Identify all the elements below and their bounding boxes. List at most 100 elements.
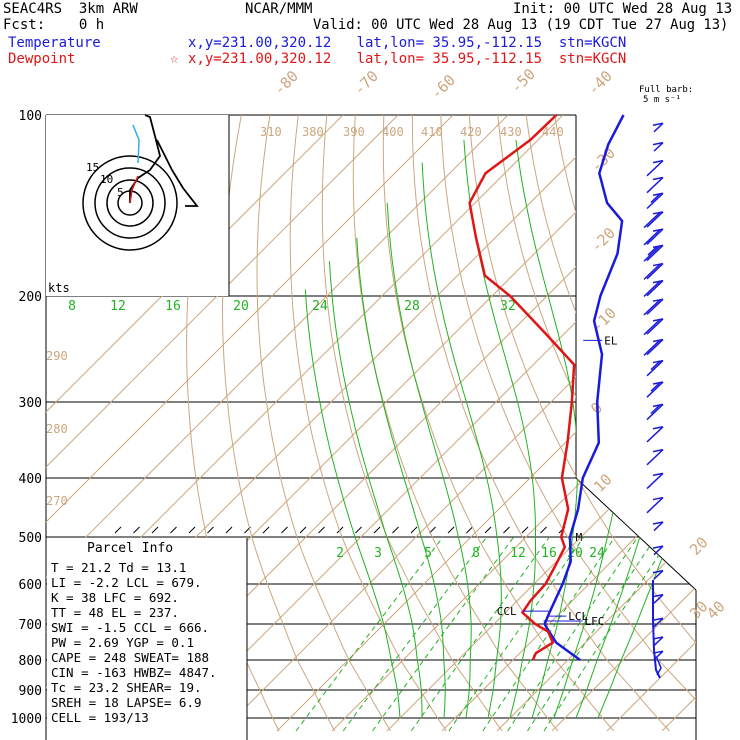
- wind-barb: [652, 318, 664, 322]
- theta-label: 410: [421, 125, 443, 139]
- temperature-legend: Temperature: [8, 35, 101, 51]
- wind-barb: [652, 228, 664, 232]
- wind-barb-flag: [647, 246, 658, 256]
- parcel-info-row: PW = 2.69 YGP = 0.1: [51, 635, 194, 650]
- wind-barb-flag: [646, 381, 664, 398]
- moist-adiabat-line: [304, 289, 401, 719]
- wind-barb-flag: [643, 299, 661, 316]
- run-name: SEAC4RS 3km ARW: [3, 1, 138, 17]
- barb-note-line1: Full barb:: [639, 85, 694, 95]
- wind-barb: [652, 403, 664, 408]
- moist-adiabat-label: 20: [233, 299, 249, 314]
- moist-adiabat-line: [328, 261, 423, 718]
- wind-barb-flag: [650, 360, 661, 371]
- moist-adiabat-label: 16: [165, 299, 181, 314]
- mixing-ratio-label: 16: [541, 546, 557, 561]
- wind-barb-flag: [643, 211, 661, 229]
- isotherm-line: [46, 115, 454, 732]
- wind-barb: [652, 192, 664, 197]
- dry-adiabat-line: [697, 115, 740, 731]
- hatch-mark: [114, 526, 122, 534]
- hatch-mark: [188, 526, 196, 534]
- pressure-label: 500: [19, 531, 42, 546]
- pressure-label: 800: [19, 654, 42, 669]
- dry-adiabat-line: [221, 115, 336, 732]
- moist-adiabat-label: 24: [312, 299, 328, 314]
- wind-barb-flag: [650, 193, 661, 203]
- wind-barb: [652, 141, 664, 146]
- wind-barb: [652, 521, 664, 525]
- wind-barb: [652, 636, 664, 640]
- dewpoint-legend: Dewpoint: [8, 51, 76, 67]
- wind-barb-flag: [643, 229, 661, 246]
- el-marker-label: EL: [604, 334, 618, 347]
- wind-barb-flag: [643, 318, 661, 336]
- moist-adiabat-line: [356, 237, 446, 719]
- dry-adiabat-line: [611, 115, 696, 732]
- dry-adiabat-line: [256, 115, 392, 732]
- wind-barb-flag: [653, 142, 664, 152]
- hodograph-ring: [82, 155, 178, 251]
- wind-barb-flag: [646, 472, 664, 490]
- moist-adiabat-label: 28: [404, 299, 420, 314]
- wind-barb-flag: [646, 318, 664, 335]
- wind-barb-lower: [656, 657, 662, 676]
- parcel-info-row: SWI = -1.5 CCL = 666.: [51, 620, 209, 635]
- mixing-ratio-lines: [295, 536, 672, 732]
- mixing-ratio-label: 2: [336, 546, 344, 561]
- hatch-mark: [484, 526, 492, 534]
- wind-barb-flag: [643, 339, 661, 356]
- pressure-label: 900: [19, 684, 42, 699]
- wind-barb-flag: [646, 228, 664, 245]
- wind-barb-flag: [650, 382, 661, 392]
- wind-barb-flag: [646, 263, 664, 280]
- theta-label: 270: [46, 494, 68, 508]
- theta-label: 280: [46, 422, 68, 436]
- mixing-ratio-label: 5: [424, 546, 432, 561]
- isotherm-line: [551, 115, 696, 732]
- wind-barb-flag: [646, 426, 664, 443]
- mixing-ratio-label: 24: [589, 546, 605, 561]
- parcel-info-row: CELL = 193/13: [51, 710, 149, 725]
- pressure-label: 400: [19, 472, 42, 487]
- hodograph-trace-mid: [156, 139, 199, 207]
- hodograph-trace-low: [129, 175, 139, 204]
- isotherm-line: [606, 115, 696, 732]
- lcl-marker-label: LCL: [568, 610, 588, 623]
- wind-barb: [652, 176, 664, 181]
- wind-barb-flag: [653, 617, 664, 628]
- mixing-ratio-label: 8: [472, 546, 480, 561]
- hodograph-trace-upper: [129, 114, 161, 203]
- mixing-ratio-line: [482, 536, 616, 732]
- wind-barb-flag: [646, 360, 664, 377]
- isotherm-label: -20: [587, 224, 619, 256]
- wind-barb-flag: [643, 263, 661, 280]
- temperature-location: x,y=231.00,320.12 lat,lon= 35.95,-112.15…: [188, 35, 627, 51]
- mixing-ratio-label: 12: [510, 546, 526, 561]
- isotherm-label: -80: [270, 67, 302, 99]
- parcel-info-row: Tc = 23.2 SHEAR= 19.: [51, 680, 202, 695]
- hatch-mark: [521, 526, 529, 534]
- parcel-info-row: CIN = -163 HWBZ= 4847.: [51, 665, 217, 680]
- hatch-mark: [447, 526, 455, 534]
- hatch-mark: [540, 526, 547, 534]
- mixing-ratio-line: [410, 536, 550, 732]
- wind-barb: [652, 545, 664, 549]
- parcel-info-panel: Parcel Info T = 21.2 Td = 13.1LI = -2.2 L…: [47, 538, 256, 740]
- temperature-line: [543, 114, 625, 662]
- dry-adiabat-line: [382, 115, 614, 732]
- wind-barbs: [643, 122, 664, 679]
- hatch-mark: [429, 526, 436, 534]
- hatch-mark: [410, 526, 418, 534]
- isotherm-label: 10: [590, 470, 616, 496]
- mixing-ratio-line: [527, 536, 657, 732]
- wind-barb: [652, 279, 664, 284]
- hatch-mark: [318, 526, 325, 534]
- wind-barb: [652, 122, 664, 126]
- wind-barb-flag: [646, 160, 664, 177]
- wind-barb-flag: [653, 636, 664, 647]
- wind-barb-flag: [646, 298, 664, 315]
- isotherm-line: [331, 115, 696, 732]
- wind-barb-flag: [646, 244, 664, 262]
- wind-barb-flag: [653, 521, 664, 532]
